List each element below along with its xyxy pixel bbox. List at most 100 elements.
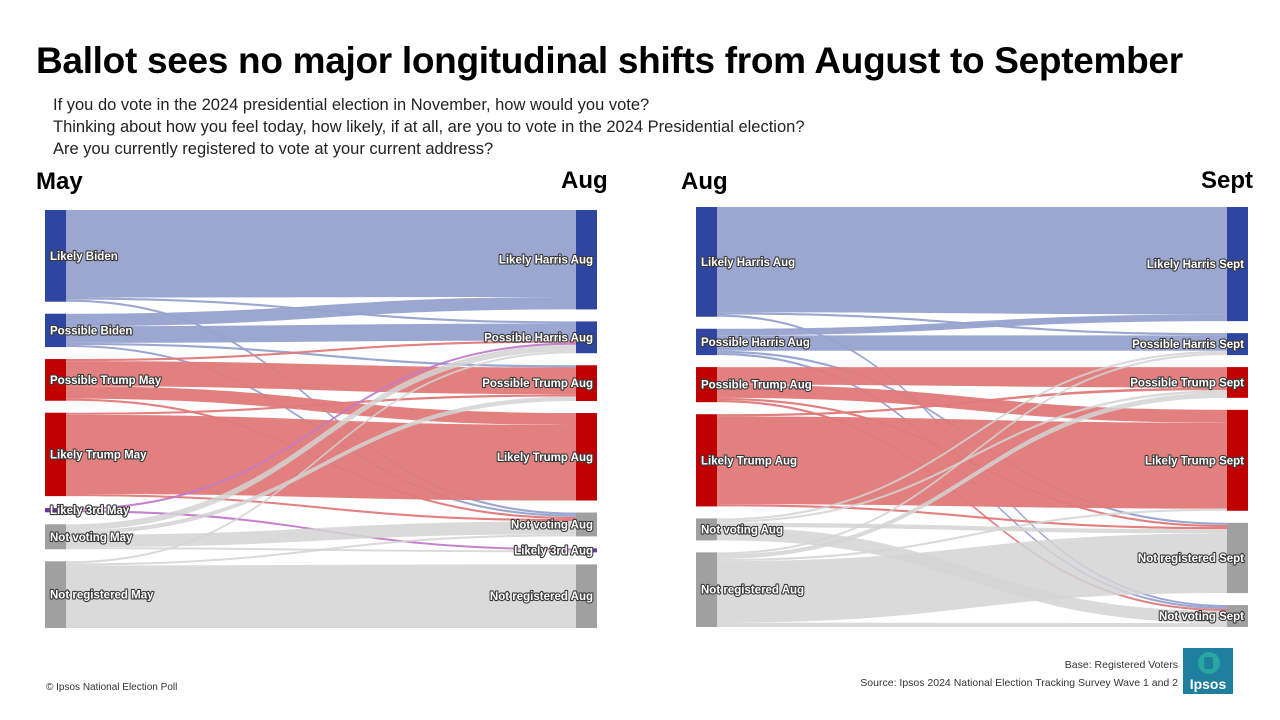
flow-nvm-nva xyxy=(66,521,576,548)
label-likely-harris-sept: Likely Harris Sept xyxy=(1147,259,1244,271)
flow-nra2-phs xyxy=(717,352,1227,555)
question-vote-choice: If you do vote in the 2024 presidential … xyxy=(53,96,650,114)
node-likely-trump-may xyxy=(45,412,66,497)
label-not-registered-aug: Not registered Aug xyxy=(701,585,804,597)
node-likely-trump-aug xyxy=(696,414,717,507)
flow-pha2-phs xyxy=(717,335,1227,351)
right-chart-to-label: Sept xyxy=(1201,167,1254,194)
node-possible-trump-may xyxy=(45,359,66,401)
node-possible-harris-sept xyxy=(1227,333,1248,356)
sankey-links xyxy=(717,207,1227,627)
flow-pha2-lhs xyxy=(717,314,1227,336)
flow-lta2-pts xyxy=(717,387,1227,417)
node-likely-harris-aug xyxy=(576,210,597,310)
node-likely-3rd-aug xyxy=(576,548,597,553)
node-likely-harris-aug xyxy=(696,207,717,317)
source-note: Source: Ipsos 2024 National Election Tra… xyxy=(860,677,1178,689)
node-possible-harris-aug xyxy=(576,321,597,354)
node-not-voting-may xyxy=(45,524,66,550)
label-possible-trump-aug: Possible Trump Aug xyxy=(701,380,812,392)
label-not-registered-sept: Not registered Sept xyxy=(1138,553,1244,565)
sankey-labels: Likely Biden Possible Biden Possible Trump… xyxy=(49,250,594,605)
question-registration: Are you currently registered to vote at … xyxy=(53,140,494,158)
sankey-aug-to-sept: Likely Harris Aug Possible Harris Aug Poss… xyxy=(696,207,1248,627)
flow-ltm-nva xyxy=(66,494,576,522)
sankey-links xyxy=(66,210,576,628)
survey-questions: If you do vote in the 2024 presidential … xyxy=(53,94,805,160)
flow-ltm-pta xyxy=(66,394,576,415)
flow-nvm-pta xyxy=(66,396,576,535)
flow-nva2-phs xyxy=(717,350,1227,521)
node-not-voting-aug xyxy=(696,518,717,541)
node-possible-harris-aug xyxy=(696,328,717,356)
flow-l3m-pha xyxy=(66,342,576,511)
label-not-voting-sept: Not voting Sept xyxy=(1159,611,1244,623)
label-possible-harris-aug: Possible Harris Aug xyxy=(484,332,593,344)
node-possible-trump-aug xyxy=(696,367,717,403)
label-possible-trump-sept: Possible Trump Sept xyxy=(1130,377,1244,389)
flow-nra2-nrs xyxy=(717,533,1227,623)
label-possible-harris-sept: Possible Harris Sept xyxy=(1132,339,1244,351)
flow-nra2-pts xyxy=(717,392,1227,559)
left-chart-to-label: Aug xyxy=(561,167,608,194)
flow-nva2-nrs xyxy=(717,522,1227,534)
label-not-registered-aug: Not registered Aug xyxy=(490,591,593,603)
label-likely-harris-aug: Likely Harris Aug xyxy=(499,255,593,267)
flow-nva2-pts xyxy=(717,390,1227,523)
flow-nra2-lts xyxy=(717,508,1227,562)
node-possible-trump-aug xyxy=(576,365,597,402)
flow-pb-pta xyxy=(66,342,576,368)
ipsos-logo-text: Ipsos xyxy=(1189,676,1227,692)
label-likely-trump-aug: Likely Trump Aug xyxy=(701,455,797,467)
flow-pb-pha xyxy=(66,323,576,343)
label-possible-trump-may: Possible Trump May xyxy=(50,375,162,387)
flow-nrm-pha xyxy=(66,351,576,564)
left-chart-from-label: May xyxy=(36,168,83,195)
node-possible-biden xyxy=(45,313,66,348)
sankey-nodes xyxy=(696,207,1248,627)
page-title: Ballot sees no major longitudinal shifts… xyxy=(36,40,1183,81)
node-likely-trump-aug xyxy=(576,413,597,501)
label-likely-trump-may: Likely Trump May xyxy=(50,449,147,461)
flow-nvm-pha xyxy=(66,344,576,531)
node-not-registered-aug xyxy=(576,564,597,628)
flow-ptm-pha xyxy=(66,340,576,362)
node-not-voting-sept xyxy=(1227,605,1248,627)
node-not-registered-aug xyxy=(696,552,717,627)
sankey-may-to-aug: Likely Biden Possible Biden Possible Trump… xyxy=(45,210,597,628)
flow-pta2-pts xyxy=(717,367,1227,388)
flow-pb-lha xyxy=(66,296,576,327)
node-possible-trump-sept xyxy=(1227,367,1248,398)
label-likely-trump-aug: Likely Trump Aug xyxy=(497,452,593,464)
flow-nra2-nvs xyxy=(717,622,1227,627)
flow-nrm-nra xyxy=(66,564,576,628)
sankey-nodes xyxy=(45,210,597,628)
flow-lha2-lhs xyxy=(717,207,1227,315)
label-not-voting-may: Not voting May xyxy=(50,532,133,544)
label-likely-trump-sept: Likely Trump Sept xyxy=(1145,455,1244,467)
label-possible-biden: Possible Biden xyxy=(50,325,132,337)
flow-nrm-nva xyxy=(66,534,576,566)
label-possible-harris-aug: Possible Harris Aug xyxy=(701,337,810,349)
label-not-registered-may: Not registered May xyxy=(50,590,154,602)
node-likely-biden xyxy=(45,210,66,302)
copyright-note: © Ipsos National Election Poll xyxy=(46,682,178,693)
label-not-voting-aug: Not voting Aug xyxy=(511,519,593,531)
right-chart-from-label: Aug xyxy=(681,168,728,195)
label-possible-trump-aug: Possible Trump Aug xyxy=(482,378,593,390)
node-not-registered-sept xyxy=(1227,522,1248,594)
ipsos-logo: Ipsos xyxy=(1183,648,1233,694)
flow-lta2-nrs xyxy=(717,504,1227,530)
sankey-labels: Likely Harris Aug Possible Harris Aug Poss… xyxy=(700,256,1245,624)
label-likely-biden: Likely Biden xyxy=(50,251,118,263)
label-not-voting-aug: Not voting Aug xyxy=(701,524,783,536)
node-likely-trump-sept xyxy=(1227,409,1248,511)
flow-lb-lha xyxy=(66,210,576,298)
node-likely-3rd-may xyxy=(45,508,66,513)
node-likely-harris-sept xyxy=(1227,207,1248,322)
label-likely-3rd-aug: Likely 3rd Aug xyxy=(514,545,593,557)
node-not-voting-aug xyxy=(576,512,597,537)
label-likely-harris-aug: Likely Harris Aug xyxy=(701,257,795,269)
flow-lta2-lts xyxy=(717,416,1227,509)
